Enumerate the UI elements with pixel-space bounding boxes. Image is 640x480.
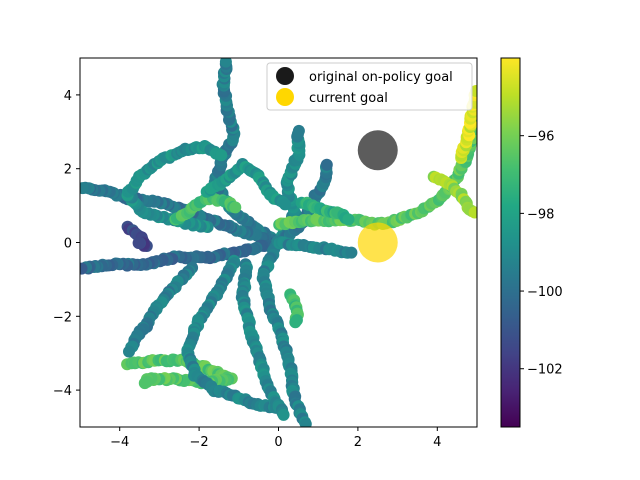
trajectory-point: [132, 237, 145, 249]
trajectory-point: [215, 149, 228, 162]
colorbar: [500, 57, 521, 428]
x-tick-label: 2: [354, 435, 362, 450]
x-tick-label: 4: [433, 435, 441, 450]
x-tick-label: 0: [274, 435, 282, 450]
trajectory-10: [284, 288, 304, 329]
trajectory-point: [289, 316, 302, 329]
legend-label-current-goal: current goal: [309, 91, 388, 106]
legend-marker-original-goal: [276, 67, 294, 85]
colorbar-tick-label: −98: [527, 207, 554, 222]
legend-marker-current-goal: [276, 88, 294, 106]
colorbar-tick-label: −100: [527, 285, 563, 300]
original-goal-marker: [357, 130, 398, 171]
colorbar-tick-label: −96: [527, 130, 554, 145]
trajectory-point: [468, 206, 477, 219]
y-tick-label: 4: [64, 89, 72, 104]
colorbar-tick-label: −102: [527, 363, 563, 378]
legend: original on-policy goal current goal: [266, 62, 473, 111]
trajectory-layer: [80, 58, 477, 427]
y-tick-label: 0: [64, 237, 72, 252]
colorbar-ticks: −96 −98 −100 −102: [520, 130, 563, 378]
trajectory-2: [80, 236, 285, 275]
x-tick-label: −2: [190, 435, 209, 450]
trajectory-point: [80, 262, 88, 275]
trajectory-point: [138, 377, 151, 390]
trajectory-15: [121, 140, 228, 233]
trajectory-3: [256, 235, 312, 427]
trajectory-point: [123, 345, 135, 358]
trajectory-17: [121, 220, 153, 252]
trajectory-14: [123, 261, 199, 358]
trajectory-19: [295, 196, 355, 226]
y-tick-label: −4: [53, 384, 72, 399]
goal-layer: [357, 130, 398, 263]
legend-box: [266, 62, 473, 111]
trajectory-6: [273, 236, 358, 259]
trajectory-13: [235, 258, 290, 421]
current-goal-marker: [357, 222, 398, 263]
y-axis: −4 −2 0 2 4: [53, 89, 80, 399]
trajectory-point: [277, 408, 290, 421]
trajectory-point: [292, 124, 305, 137]
trajectory-point: [320, 158, 333, 171]
trajectory-point: [279, 198, 292, 211]
trajectory-point: [299, 418, 312, 427]
trajectory-point: [342, 213, 355, 226]
trajectory-point: [229, 201, 242, 214]
x-axis: −4 −2 0 2 4: [110, 427, 441, 450]
y-tick-label: 2: [64, 163, 72, 178]
trajectory-point: [80, 182, 89, 195]
trajectory-point: [219, 58, 232, 68]
trajectory-16: [169, 192, 242, 226]
x-tick-label: −4: [110, 435, 129, 450]
trajectory-8: [427, 170, 477, 219]
legend-label-original-goal: original on-policy goal: [309, 70, 453, 85]
trajectory-point: [345, 246, 358, 259]
y-tick-label: −2: [53, 310, 72, 325]
trajectory-18: [200, 158, 292, 211]
